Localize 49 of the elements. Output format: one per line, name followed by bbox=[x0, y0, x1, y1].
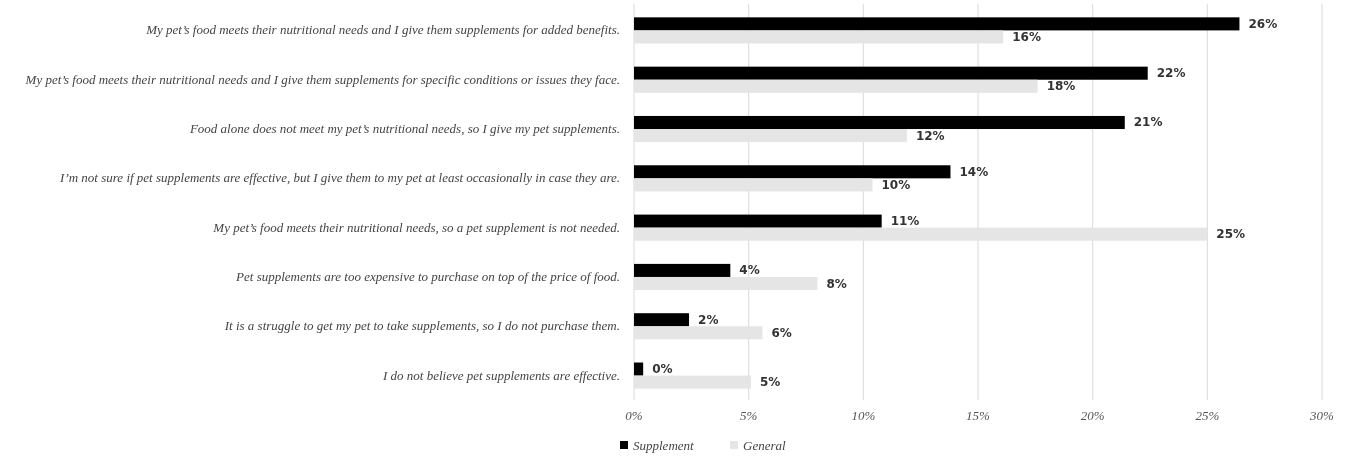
bar bbox=[634, 79, 1038, 93]
x-tick-label: 15% bbox=[966, 408, 991, 423]
y-tick-label: Pet supplements are too expensive to purchase on top of the price of food. bbox=[235, 268, 620, 284]
x-tick-label: 10% bbox=[851, 408, 876, 423]
x-tick-label: 30% bbox=[1309, 408, 1335, 423]
bar bbox=[634, 165, 951, 179]
data-label: 26% bbox=[1248, 16, 1278, 31]
bar bbox=[634, 66, 1148, 80]
data-label: 5% bbox=[759, 375, 781, 390]
data-label: 0% bbox=[652, 362, 673, 377]
bar bbox=[634, 214, 882, 228]
bar bbox=[634, 178, 873, 192]
data-label: 2% bbox=[698, 312, 719, 327]
y-tick-label: My pet’s food meets their nutritional needs and I give them supplements for added benefits. bbox=[145, 22, 620, 38]
y-tick-label: I do not believe pet supplements are effective. bbox=[381, 367, 620, 383]
bar bbox=[634, 115, 1125, 130]
bar bbox=[634, 276, 818, 291]
data-label: 11% bbox=[890, 214, 920, 229]
y-tick-label: It is a struggle to get my pet to take supplements, so I do not purchase them. bbox=[223, 318, 620, 334]
x-tick-label: 0% bbox=[625, 408, 643, 423]
bar bbox=[634, 227, 1208, 241]
data-label: 12% bbox=[915, 128, 945, 143]
data-label: 21% bbox=[1133, 115, 1163, 130]
bar bbox=[634, 375, 751, 389]
data-label: 4% bbox=[739, 263, 760, 278]
legend-label: Supplement bbox=[633, 438, 695, 453]
bar bbox=[634, 17, 1240, 31]
data-label: 8% bbox=[826, 276, 847, 291]
legend-label: General bbox=[743, 438, 786, 453]
y-tick-label: I’m not sure if pet supplements are effective, but I give them to my pet at least occasionally in case they are. bbox=[59, 170, 620, 186]
bar bbox=[634, 326, 763, 340]
x-tick-label: 20% bbox=[1080, 408, 1105, 423]
data-label: 14% bbox=[959, 164, 989, 179]
y-tick-label: My pet’s food meets their nutritional needs and I give them supplements for specific conditions or issues they face. bbox=[24, 71, 620, 87]
data-label: 22% bbox=[1156, 66, 1186, 81]
y-tick-label: Food alone does not meet my pet’s nutritional needs, so I give my pet supplements. bbox=[188, 121, 620, 137]
bar bbox=[634, 263, 731, 277]
data-label: 25% bbox=[1216, 227, 1246, 242]
data-label: 6% bbox=[771, 325, 792, 340]
y-tick-label: My pet’s food meets their nutritional needs, so a pet supplement is not needed. bbox=[212, 219, 620, 235]
data-label: 18% bbox=[1046, 79, 1076, 94]
data-label: 16% bbox=[1012, 29, 1041, 44]
bar bbox=[634, 362, 644, 376]
x-tick-label: 25% bbox=[1195, 408, 1220, 423]
x-tick-label: 5% bbox=[739, 408, 758, 423]
bar bbox=[634, 129, 907, 143]
data-label: 10% bbox=[881, 177, 911, 192]
bar bbox=[634, 30, 1004, 44]
bar bbox=[634, 313, 690, 327]
